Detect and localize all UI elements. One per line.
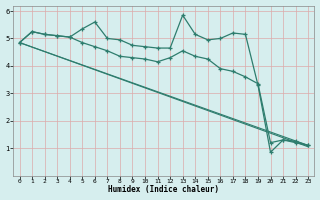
X-axis label: Humidex (Indice chaleur): Humidex (Indice chaleur) bbox=[108, 185, 220, 194]
